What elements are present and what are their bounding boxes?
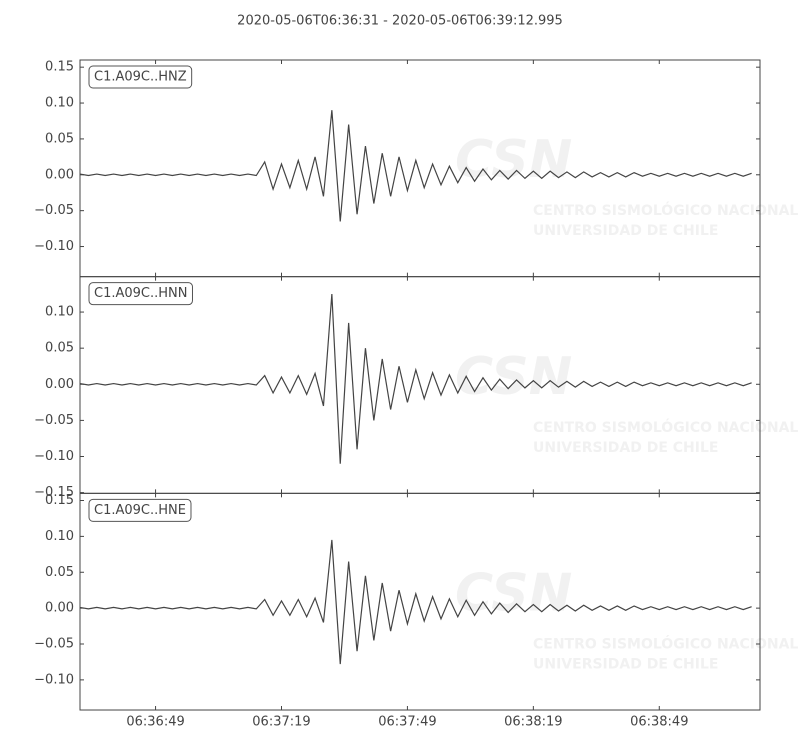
trace-label-box	[88, 282, 193, 306]
x-tick-label: 06:37:19	[252, 715, 310, 730]
y-tick-label: −0.15	[34, 485, 74, 500]
y-tick-label: 0.15	[45, 60, 74, 75]
y-tick-label: 0.15	[45, 493, 74, 508]
y-tick-label: −0.05	[34, 203, 74, 218]
y-tick-label: 0.00	[45, 377, 74, 392]
watermark-logo: CSN	[455, 130, 572, 190]
watermark-text: UNIVERSIDAD DE CHILE	[533, 657, 718, 673]
y-tick-label: −0.10	[34, 449, 74, 464]
chart-title: 2020-05-06T06:36:31 - 2020-05-06T06:39:1…	[237, 14, 563, 29]
y-tick-label: 0.05	[45, 131, 74, 146]
waveform	[79, 110, 752, 222]
x-tick-label: 06:38:49	[630, 715, 688, 730]
y-tick-label: 0.10	[45, 96, 74, 111]
y-tick-label: −0.10	[34, 672, 74, 687]
y-tick-label: 0.10	[45, 305, 74, 320]
y-tick-label: 0.00	[45, 167, 74, 182]
trace-label-box	[88, 65, 193, 89]
watermark-text: UNIVERSIDAD DE CHILE	[533, 223, 718, 239]
trace-label: C1.A09C..HNE	[94, 503, 186, 518]
watermark-logo: CSN	[455, 564, 572, 624]
trace-label: C1.A09C..HNZ	[94, 70, 187, 85]
y-tick-label: 0.05	[45, 341, 74, 356]
x-tick-label: 06:36:49	[126, 715, 184, 730]
watermark-text: CENTRO SISMOLÓGICO NACIONAL	[533, 635, 798, 653]
trace-label-box	[88, 498, 192, 522]
panel-frame	[79, 59, 761, 278]
y-tick-label: 0.00	[45, 601, 74, 616]
y-tick-label: −0.05	[34, 637, 74, 652]
waveform	[79, 293, 752, 464]
x-tick-label: 06:37:49	[378, 715, 436, 730]
watermark-logo: CSN	[455, 347, 572, 407]
watermark-text: CENTRO SISMOLÓGICO NACIONAL	[533, 418, 798, 436]
waveform	[79, 539, 752, 665]
trace-label: C1.A09C..HNN	[94, 286, 187, 301]
y-tick-label: 0.10	[45, 529, 74, 544]
panel-frame	[79, 492, 761, 711]
watermark-text: UNIVERSIDAD DE CHILE	[533, 440, 718, 456]
watermark-text: CENTRO SISMOLÓGICO NACIONAL	[533, 201, 798, 219]
y-tick-label: −0.05	[34, 413, 74, 428]
y-tick-label: 0.05	[45, 565, 74, 580]
y-tick-label: −0.10	[34, 239, 74, 254]
x-tick-label: 06:38:19	[504, 715, 562, 730]
